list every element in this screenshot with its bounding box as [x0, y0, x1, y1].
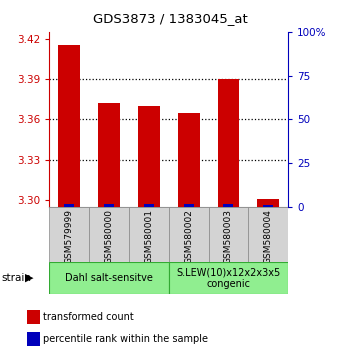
Text: percentile rank within the sample: percentile rank within the sample: [44, 334, 208, 344]
Text: ▶: ▶: [25, 273, 33, 283]
Bar: [104, 204, 114, 207]
Text: GSM580004: GSM580004: [264, 209, 273, 264]
Text: GDS3873 / 1383045_at: GDS3873 / 1383045_at: [93, 12, 248, 25]
Bar: [218, 79, 239, 207]
Bar: [64, 204, 74, 207]
Text: GSM580001: GSM580001: [144, 209, 153, 264]
Text: GSM580003: GSM580003: [224, 209, 233, 264]
Text: GSM580000: GSM580000: [105, 209, 114, 264]
Bar: [257, 199, 279, 207]
Text: S.LEW(10)x12x2x3x5
congenic: S.LEW(10)x12x2x3x5 congenic: [176, 267, 281, 289]
Bar: [178, 113, 199, 207]
Bar: [58, 45, 80, 207]
Bar: [209, 207, 248, 262]
Text: Dahl salt-sensitve: Dahl salt-sensitve: [65, 273, 153, 283]
Bar: [98, 103, 120, 207]
Text: GSM579999: GSM579999: [65, 209, 74, 264]
Bar: [263, 205, 273, 207]
Bar: [138, 106, 160, 207]
Bar: [129, 207, 169, 262]
Bar: [49, 262, 169, 294]
Text: strain: strain: [2, 273, 32, 283]
Bar: [144, 204, 154, 207]
Bar: [49, 207, 89, 262]
Bar: [169, 207, 209, 262]
Text: transformed count: transformed count: [44, 312, 134, 322]
Bar: [27, 332, 41, 346]
Bar: [27, 310, 41, 324]
Bar: [184, 204, 194, 207]
Bar: [169, 262, 288, 294]
Bar: [248, 207, 288, 262]
Bar: [223, 204, 234, 207]
Bar: [89, 207, 129, 262]
Text: GSM580002: GSM580002: [184, 209, 193, 264]
